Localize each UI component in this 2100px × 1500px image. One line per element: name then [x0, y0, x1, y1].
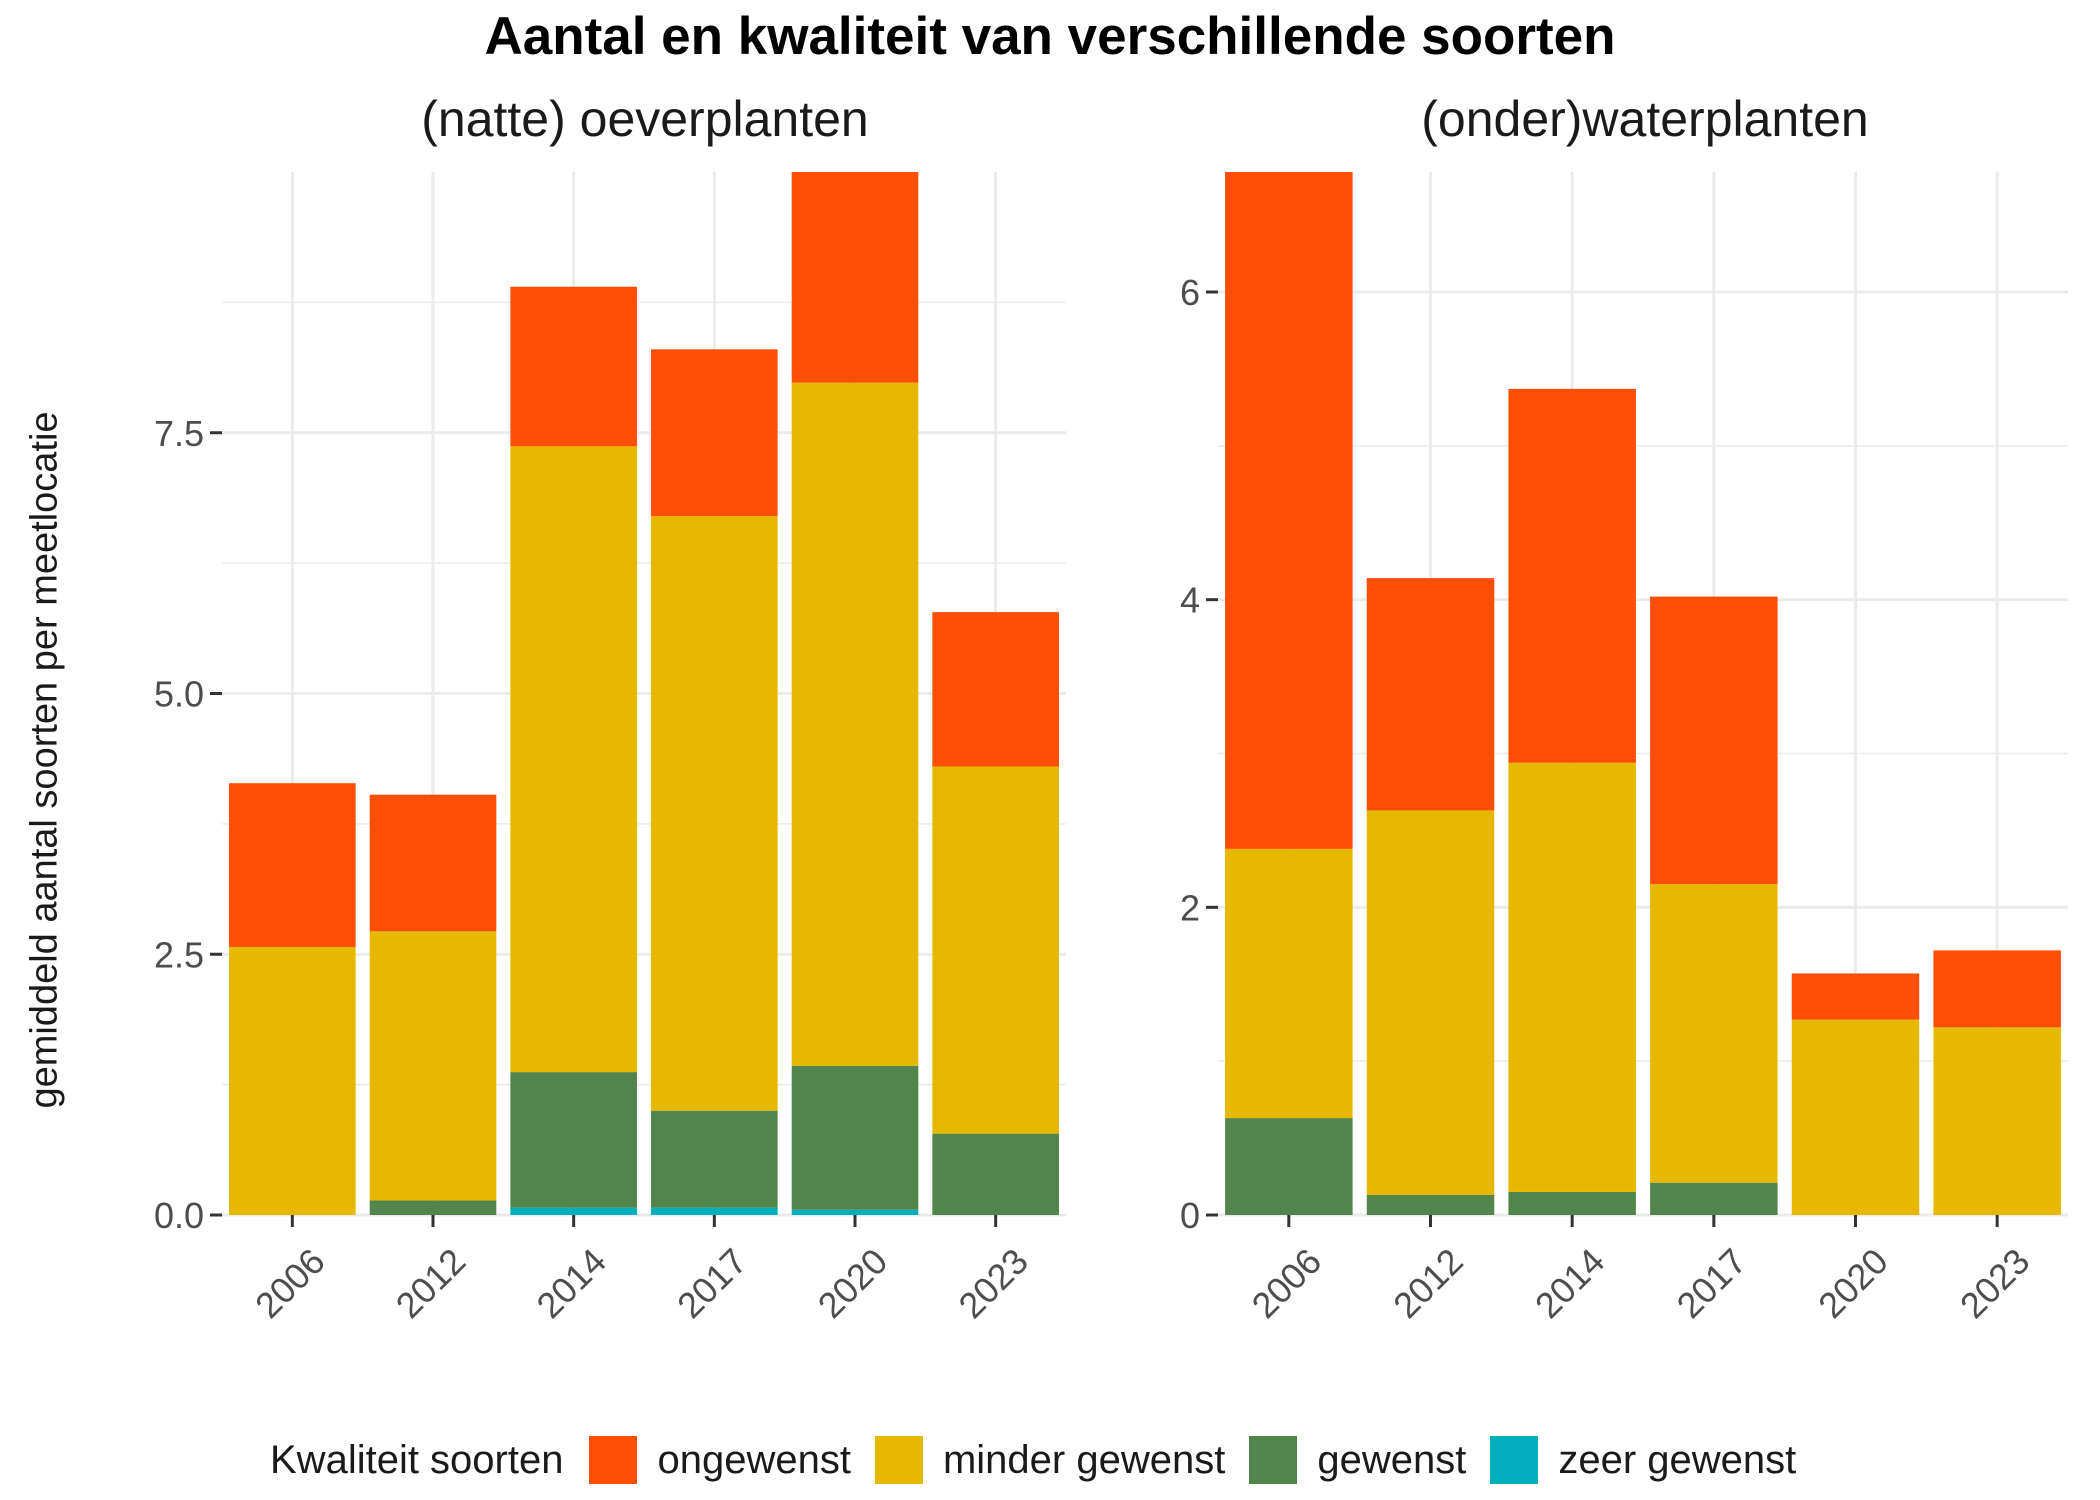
legend-swatch-zeer-gewenst [1490, 1436, 1539, 1484]
y-tick-label: 0 [1180, 1195, 1200, 1236]
x-tick-label: 2006 [247, 1240, 333, 1326]
legend-item-ongewenst: ongewenst [589, 1436, 851, 1484]
bar-segment-minder-gewenst-2017 [1650, 884, 1778, 1183]
bar-segment-gewenst-2017 [651, 1110, 778, 1208]
bar-segment-gewenst-2020 [791, 1065, 919, 1210]
x-tick-label: 2023 [1952, 1240, 2038, 1326]
bar-segment-minder-gewenst-2014 [510, 446, 637, 1073]
legend-label-gewenst: gewenst [1317, 1437, 1467, 1482]
legend-item-gewenst: gewenst [1249, 1436, 1466, 1484]
bar-segment-zeer-gewenst-2020 [791, 1209, 919, 1215]
x-tick-label: 2020 [810, 1240, 896, 1326]
y-tick-label: 4 [1180, 580, 1200, 621]
legend: Kwaliteit soorten ongewenst minder gewen… [270, 1432, 1820, 1488]
bar-segment-ongewenst-2023 [932, 612, 1059, 767]
bar-segment-ongewenst-2012 [1366, 578, 1495, 811]
bar-segment-ongewenst-2014 [1508, 388, 1636, 763]
legend-label-zeer-gewenst: zeer gewenst [1558, 1437, 1797, 1482]
bar-segment-gewenst-2017 [1650, 1182, 1778, 1215]
bar-segment-minder-gewenst-2017 [651, 516, 778, 1111]
legend-item-zeer-gewenst: zeer gewenst [1490, 1436, 1796, 1484]
legend-swatch-ongewenst [589, 1436, 638, 1484]
x-tick-label: 2006 [1244, 1240, 1330, 1326]
panel-title-waterplanten: (onder)waterplanten [1421, 91, 1869, 147]
bar-segment-gewenst-2012 [1366, 1195, 1495, 1215]
bar-segment-ongewenst-2014 [510, 286, 637, 447]
y-tick-label: 6 [1180, 272, 1200, 313]
y-tick-label: 2 [1180, 887, 1200, 928]
y-tick-label: 2.5 [154, 934, 204, 975]
bar-segment-gewenst-2014 [1508, 1191, 1636, 1215]
bar-segment-minder-gewenst-2012 [369, 931, 497, 1201]
bar-segment-ongewenst-2017 [651, 349, 778, 517]
chart-canvas: 0.0 2.5 5.0 7.5 2006 2012 2014 2017 2020 2023 0 2 4 6… [154, 172, 2068, 1326]
bar-segment-ongewenst-2020 [1791, 973, 1920, 1020]
legend-swatch-gewenst [1249, 1436, 1298, 1484]
x-tick-label: 2017 [1669, 1240, 1755, 1326]
bar-segment-minder-gewenst-2023 [1933, 1027, 2061, 1215]
y-tick-label: 0.0 [154, 1195, 204, 1236]
bar-segment-minder-gewenst-2020 [791, 382, 919, 1066]
legend-title: Kwaliteit soorten [270, 1437, 564, 1482]
bar-segment-ongewenst-2020 [791, 172, 919, 383]
x-tick-label: 2020 [1810, 1240, 1896, 1326]
bar-segment-zeer-gewenst-2014 [510, 1207, 637, 1215]
bar-segment-gewenst-2012 [369, 1200, 497, 1215]
legend-label-ongewenst: ongewenst [657, 1437, 851, 1482]
bar-segment-gewenst-2006 [1225, 1118, 1353, 1215]
bar-segment-ongewenst-2012 [369, 794, 497, 932]
x-tick-label: 2014 [528, 1240, 614, 1326]
chart-title: Aantal en kwaliteit van verschillende so… [484, 7, 1616, 66]
panel-title-oeverplanten: (natte) oeverplanten [421, 91, 869, 147]
bar-segment-gewenst-2023 [932, 1133, 1059, 1215]
x-tick-label: 2017 [669, 1240, 755, 1326]
bar-segment-minder-gewenst-2023 [932, 766, 1059, 1134]
bar-segment-minder-gewenst-2014 [1508, 762, 1636, 1192]
x-tick-label: 2012 [388, 1240, 474, 1326]
legend-item-minder-gewenst: minder gewenst [874, 1436, 1226, 1484]
legend-label-minder-gewenst: minder gewenst [942, 1437, 1226, 1482]
y-tick-label: 5.0 [154, 674, 204, 715]
bar-segment-minder-gewenst-2020 [1791, 1019, 1920, 1215]
x-tick-label: 2023 [950, 1240, 1036, 1326]
bar-segment-ongewenst-2006 [1225, 172, 1353, 849]
bar-segment-ongewenst-2017 [1650, 596, 1778, 885]
bar-segment-minder-gewenst-2012 [1366, 810, 1495, 1196]
bar-segment-zeer-gewenst-2017 [651, 1207, 778, 1215]
bar-segment-ongewenst-2006 [229, 783, 356, 947]
bar-segment-minder-gewenst-2006 [1225, 848, 1353, 1119]
bar-segment-gewenst-2014 [510, 1072, 637, 1208]
x-tick-label: 2012 [1385, 1240, 1471, 1326]
bar-segment-minder-gewenst-2006 [229, 946, 356, 1215]
x-tick-label: 2014 [1527, 1240, 1613, 1326]
bar-segment-ongewenst-2023 [1933, 950, 2061, 1028]
y-tick-label: 7.5 [154, 413, 204, 454]
legend-swatch-minder-gewenst [874, 1436, 923, 1484]
